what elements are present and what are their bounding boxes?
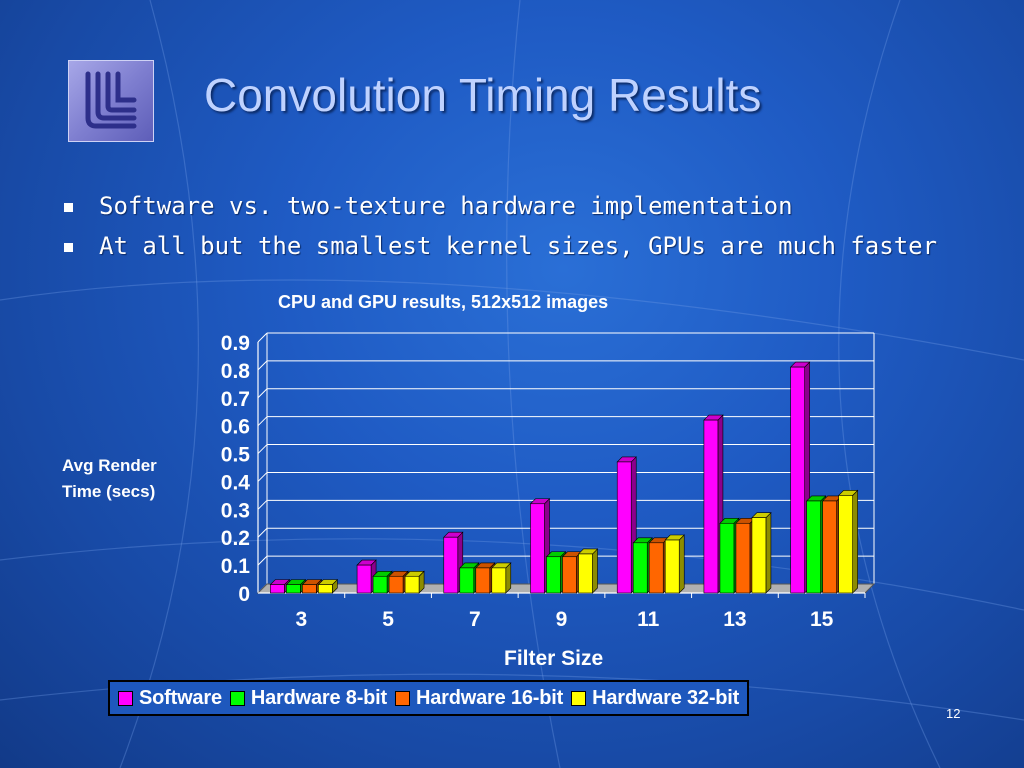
bar [562, 556, 577, 594]
bar [806, 500, 821, 594]
legend-swatch [229, 690, 245, 706]
bullet-square-icon [64, 202, 73, 212]
bar [751, 517, 767, 594]
bar [546, 556, 561, 594]
y-tick-label: 0.3 [221, 499, 250, 522]
x-axis-label: Filter Size [504, 647, 604, 670]
bar [286, 584, 301, 594]
slide-title: Convolution Timing Results [204, 69, 762, 121]
bar [459, 567, 475, 594]
bar-side [765, 511, 772, 594]
bullet-text: At all but the smallest kernel sizes, GP… [99, 232, 938, 260]
gridline-side [257, 416, 268, 427]
gridline-side [257, 499, 268, 510]
slide-number: 12 [946, 706, 961, 721]
bar [616, 461, 632, 594]
bar [404, 575, 420, 594]
y-tick-label: 0 [238, 583, 250, 606]
bullet-text: Software vs. two-texture hardware implem… [99, 192, 793, 220]
bar-side [852, 489, 858, 594]
legend-item: Hardware 8-bit [229, 686, 388, 710]
bar [632, 542, 648, 594]
university-logo-icon [68, 60, 154, 142]
legend-item: Software [118, 687, 222, 710]
chart-legend: Software Hardware 8-bit Hardware 16-bit Har… [108, 680, 750, 716]
bullet-list: Software vs. two-texture hardware implem… [64, 186, 937, 266]
legend-swatch [118, 690, 133, 706]
y-tick-label: 0.9 [221, 332, 250, 355]
legend-label: Hardware 32-bit [592, 686, 740, 709]
x-tick-label: 13 [723, 608, 746, 631]
gridline-side [257, 332, 268, 343]
legend-swatch [571, 690, 587, 706]
bar [790, 366, 805, 594]
y-tick-label: 0.8 [221, 360, 251, 383]
legend-item: Hardware 32-bit [571, 687, 739, 710]
bar [838, 495, 853, 594]
bar [302, 584, 317, 594]
y-tick-label: 0.1 [221, 555, 251, 578]
gridline-side [257, 527, 268, 538]
bar [270, 584, 285, 594]
bar-side [678, 534, 685, 594]
bar [372, 575, 388, 594]
legend-label: Hardware 16-bit [416, 686, 564, 709]
gridline-side [257, 388, 268, 399]
y-axis-label: Avg Render Time (secs) [62, 456, 157, 501]
bullet-square-icon [64, 242, 73, 252]
bar [530, 503, 545, 594]
y-tick-label: 0.7 [221, 388, 250, 411]
bar [491, 567, 507, 594]
x-tick-label: 9 [556, 608, 568, 631]
bar [703, 419, 719, 594]
bar [443, 536, 459, 594]
bar [822, 500, 837, 594]
bar [356, 564, 372, 594]
bar [578, 553, 593, 594]
bar [735, 522, 751, 594]
bar [664, 539, 680, 594]
x-tick-label: 11 [637, 608, 660, 631]
x-tick-label: 7 [469, 608, 481, 631]
bullet-item: At all but the smallest kernel sizes, GP… [64, 226, 937, 266]
x-tick-label: 3 [296, 608, 308, 631]
y-tick-label: 0.2 [221, 527, 250, 550]
gridline-side [257, 555, 268, 566]
gridline-side [257, 472, 268, 482]
y-tick-label: 0.5 [221, 444, 251, 467]
y-tick-label: 0.6 [221, 416, 250, 439]
gridline-side [257, 444, 268, 454]
bar-side [592, 548, 598, 594]
bar [719, 522, 735, 594]
bullet-item: Software vs. two-texture hardware implem… [64, 186, 937, 226]
x-tick-label: 5 [382, 608, 394, 631]
legend-label: Hardware 8-bit [250, 686, 388, 709]
gridline-side [257, 360, 268, 371]
y-tick-label: 0.4 [221, 471, 251, 494]
x-tick-label: 15 [810, 608, 834, 631]
legend-swatch [395, 690, 411, 706]
chart-title: CPU and GPU results, 512x512 images [278, 292, 609, 312]
bar [388, 575, 404, 594]
legend-item: Hardware 16-bit [395, 687, 563, 710]
bar [475, 567, 491, 594]
bar [648, 542, 664, 594]
legend-label: Software [139, 686, 222, 709]
bar [318, 584, 333, 594]
